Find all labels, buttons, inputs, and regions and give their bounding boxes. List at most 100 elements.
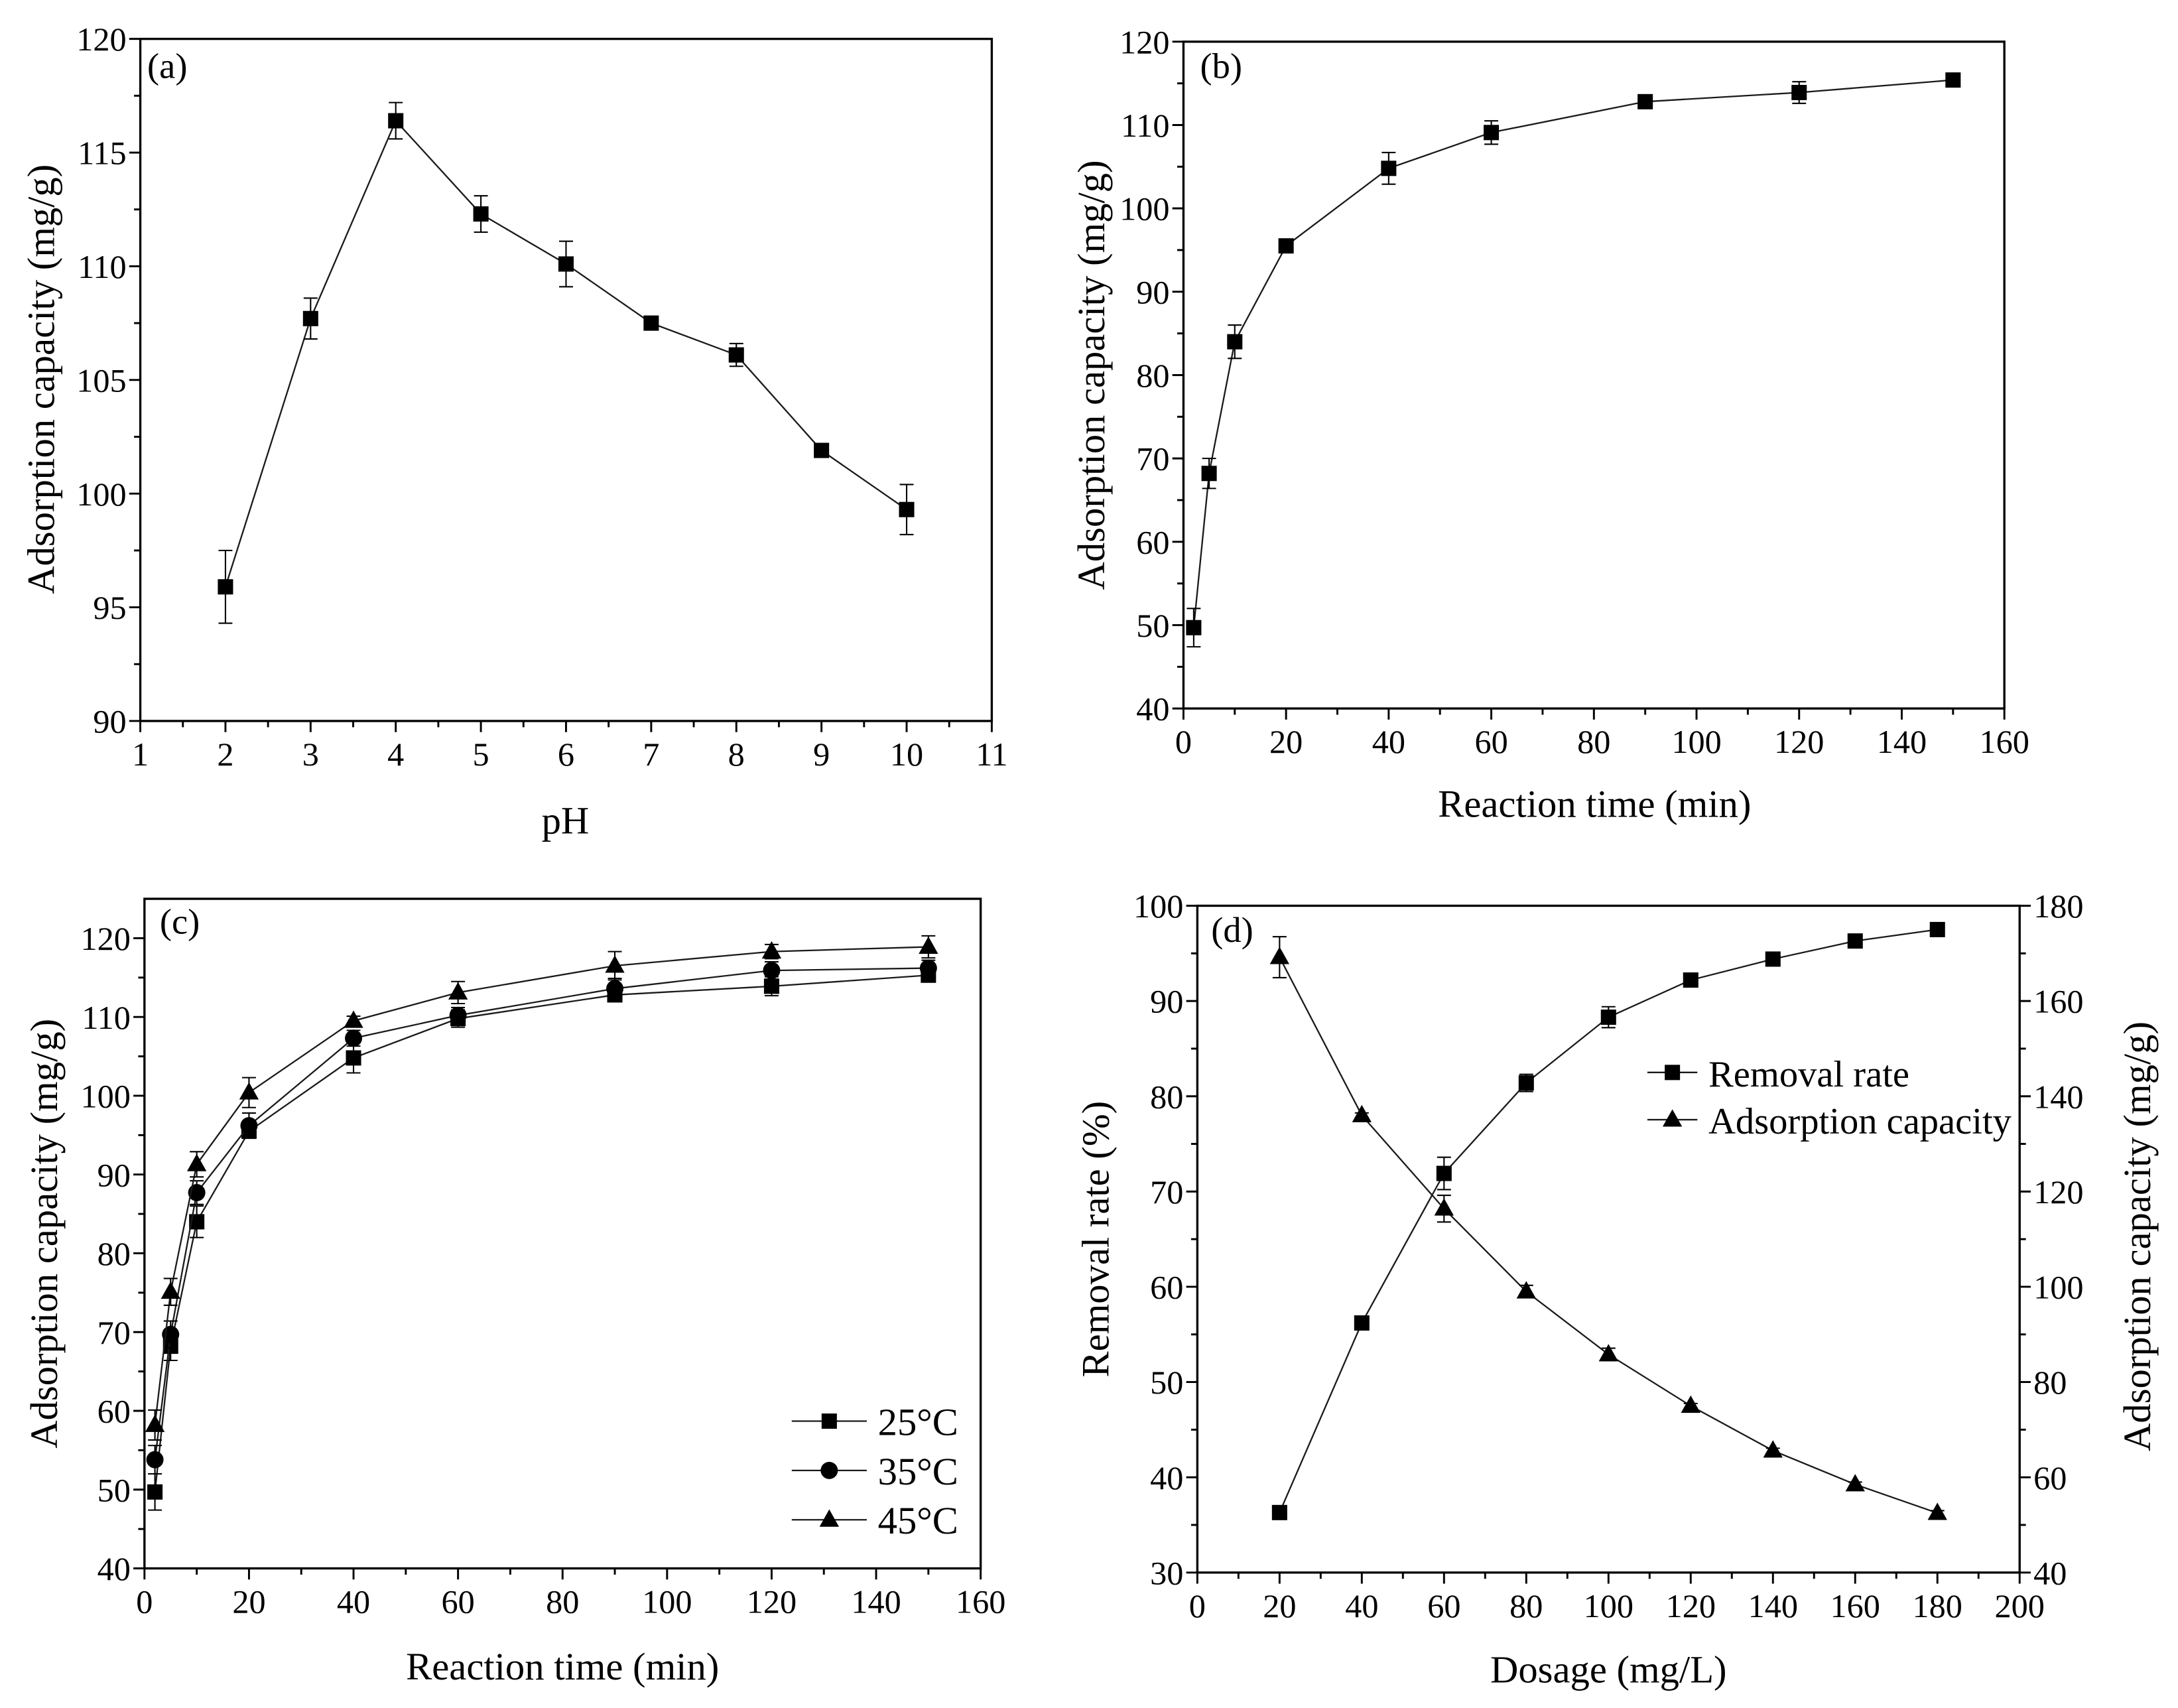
panel-label: (c)	[160, 901, 200, 941]
data-point	[1518, 1075, 1534, 1091]
x-tick-label: 40	[1372, 723, 1405, 760]
x-tick-label: 6	[558, 736, 574, 773]
data-point	[189, 1214, 205, 1230]
data-point	[761, 941, 782, 959]
data-point	[1269, 947, 1290, 964]
panel-a-ph-effect: 1 2 3 4 5 6 7 8 9 10 11 90 95 100 105 110 115 120 (a) pH Ads…	[20, 21, 1008, 842]
data-point	[1227, 334, 1243, 350]
panel-c-temperature-effect: 0 20 40 60 80 100 120 140 160 40 50 60 70 80 90 100 110 1…	[23, 897, 1005, 1688]
x-axis-label: Dosage (mg/L)	[1490, 1648, 1727, 1691]
y-tick-label: 120	[81, 920, 131, 957]
legend-marker	[821, 1413, 837, 1429]
y-axis-label: Adsorption capacity (mg/g)	[20, 164, 63, 594]
data-point	[345, 1029, 363, 1047]
x-tick-label: 0	[136, 1583, 153, 1620]
legend-label: 35°C	[878, 1450, 958, 1493]
series-2	[146, 959, 937, 1475]
data-point	[218, 579, 233, 595]
legend-label: 25°C	[878, 1400, 958, 1443]
x-tick-label: 120	[1666, 1587, 1716, 1624]
x-tick-label: 1	[132, 736, 149, 773]
data-point	[160, 1281, 180, 1299]
x-tick-label: 20	[1263, 1587, 1296, 1624]
plot-frame	[1196, 904, 2021, 1574]
data-point	[473, 206, 489, 222]
data-point	[1681, 1395, 1700, 1413]
series-1	[218, 101, 915, 624]
series-1	[1271, 921, 1945, 1520]
data-point	[1516, 1281, 1536, 1299]
right-y-tick-label: 120	[2033, 1173, 2083, 1211]
x-tick-label: 2	[217, 736, 233, 773]
data-point	[302, 310, 318, 326]
data-point	[1683, 972, 1698, 988]
legend-entry: Adsorption capacity	[1647, 1101, 2012, 1142]
y-tick-label: 60	[1150, 1269, 1183, 1306]
legend-entry: 45°C	[791, 1499, 958, 1542]
data-point	[1763, 1440, 1783, 1458]
x-tick-label: 3	[302, 736, 319, 773]
x-axis-label: Reaction time (min)	[1438, 782, 1751, 825]
y-tick-label: 40	[1136, 690, 1169, 728]
data-point	[763, 978, 779, 994]
data-point	[145, 1414, 165, 1432]
x-tick-label: 140	[1748, 1587, 1798, 1624]
x-tick-label: 80	[546, 1583, 579, 1620]
x-tick-label: 180	[1913, 1587, 1962, 1624]
data-point	[728, 347, 744, 363]
x-tick-label: 100	[642, 1583, 692, 1620]
legend-entry: 25°C	[791, 1400, 958, 1443]
y-tick-label: 50	[1136, 607, 1169, 644]
series-line	[1279, 956, 1938, 1514]
data-point	[899, 501, 915, 517]
x-tick-label: 80	[1577, 723, 1610, 760]
x-tick-label: 100	[1671, 723, 1721, 760]
y-tick-label: 60	[1136, 523, 1169, 560]
plot-frame	[1182, 40, 2006, 710]
data-point	[146, 1451, 164, 1469]
x-axis-label: Reaction time (min)	[406, 1645, 719, 1688]
right-y-tick-label: 60	[2033, 1459, 2067, 1496]
y-axis: 90 95 100 105 110 115 120	[76, 21, 141, 740]
data-point	[1637, 94, 1653, 109]
panel-label: (a)	[147, 45, 187, 86]
legend-label: Removal rate	[1708, 1054, 1909, 1095]
y-axis-label: Removal rate (%)	[1074, 1101, 1117, 1378]
data-point	[1352, 1104, 1372, 1122]
data-point	[1791, 84, 1807, 101]
x-tick-label: 40	[1345, 1587, 1378, 1624]
right-y-tick-label: 160	[2033, 983, 2083, 1020]
x-tick-label: 7	[643, 736, 659, 773]
data-point	[1434, 1198, 1454, 1216]
data-point	[147, 1484, 163, 1500]
y-tick-label: 115	[78, 135, 127, 172]
data-point	[606, 980, 624, 998]
y-tick-label: 95	[93, 589, 126, 626]
right-y-axis-label: Adsorption capacity (mg/g)	[2116, 1021, 2159, 1451]
legend-marker	[820, 1461, 838, 1479]
panel-b-reaction-time-effect: 0 20 40 60 80 100 120 140 160 40 50 60 70 80 90 100 110 1…	[1070, 23, 2029, 825]
y-tick-label: 50	[97, 1471, 131, 1508]
data-point	[605, 955, 625, 973]
x-tick-label: 60	[1427, 1587, 1460, 1624]
y-axis-label: Adsorption capacity (mg/g)	[1070, 160, 1113, 590]
data-point	[449, 1006, 467, 1024]
legend-marker	[1662, 1109, 1683, 1127]
data-point	[1927, 1502, 1947, 1520]
y-tick-label: 40	[1150, 1459, 1183, 1496]
right-y-tick-label: 140	[2033, 1078, 2083, 1115]
data-point	[1598, 1344, 1618, 1362]
y-axis-label: Adsorption capacity (mg/g)	[23, 1019, 66, 1449]
y-axis: 40 50 60 70 80 90 100 110 120	[1120, 23, 1184, 728]
data-point	[186, 1153, 207, 1171]
series-2	[1269, 936, 1947, 1520]
right-y-axis: 40 60 80 100 120 140 160 180	[2019, 887, 2084, 1591]
data-point	[388, 113, 404, 129]
y-tick-label: 90	[93, 703, 126, 740]
y-tick-label: 90	[1136, 273, 1169, 310]
y-tick-label: 90	[97, 1156, 131, 1193]
x-axis-label: pH	[542, 799, 590, 842]
x-tick-label: 20	[1269, 723, 1303, 760]
x-tick-label: 140	[851, 1583, 901, 1620]
